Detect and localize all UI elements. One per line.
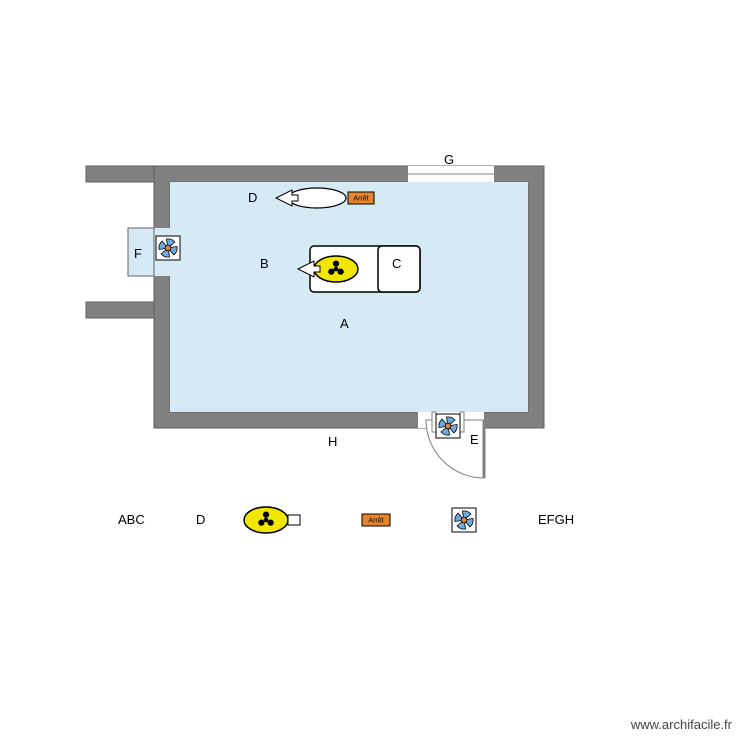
svg-text:Arrêt: Arrêt: [368, 518, 383, 525]
svg-text:Arrêt: Arrêt: [353, 196, 368, 203]
svg-text:F: F: [134, 246, 142, 261]
svg-text:D: D: [196, 512, 205, 527]
svg-text:D: D: [248, 190, 257, 205]
svg-text:A: A: [340, 316, 349, 331]
svg-text:H: H: [328, 434, 337, 449]
svg-text:B: B: [260, 256, 269, 271]
watermark: www.archifacile.fr: [631, 717, 732, 732]
floorplan-canvas: Arrêt ABCDEFGHABCDArrêtEFGH www.archifac…: [0, 0, 750, 750]
svg-text:E: E: [470, 432, 479, 447]
svg-text:ABC: ABC: [118, 512, 145, 527]
svg-text:G: G: [444, 152, 454, 167]
svg-text:EFGH: EFGH: [538, 512, 574, 527]
svg-text:C: C: [392, 256, 401, 271]
